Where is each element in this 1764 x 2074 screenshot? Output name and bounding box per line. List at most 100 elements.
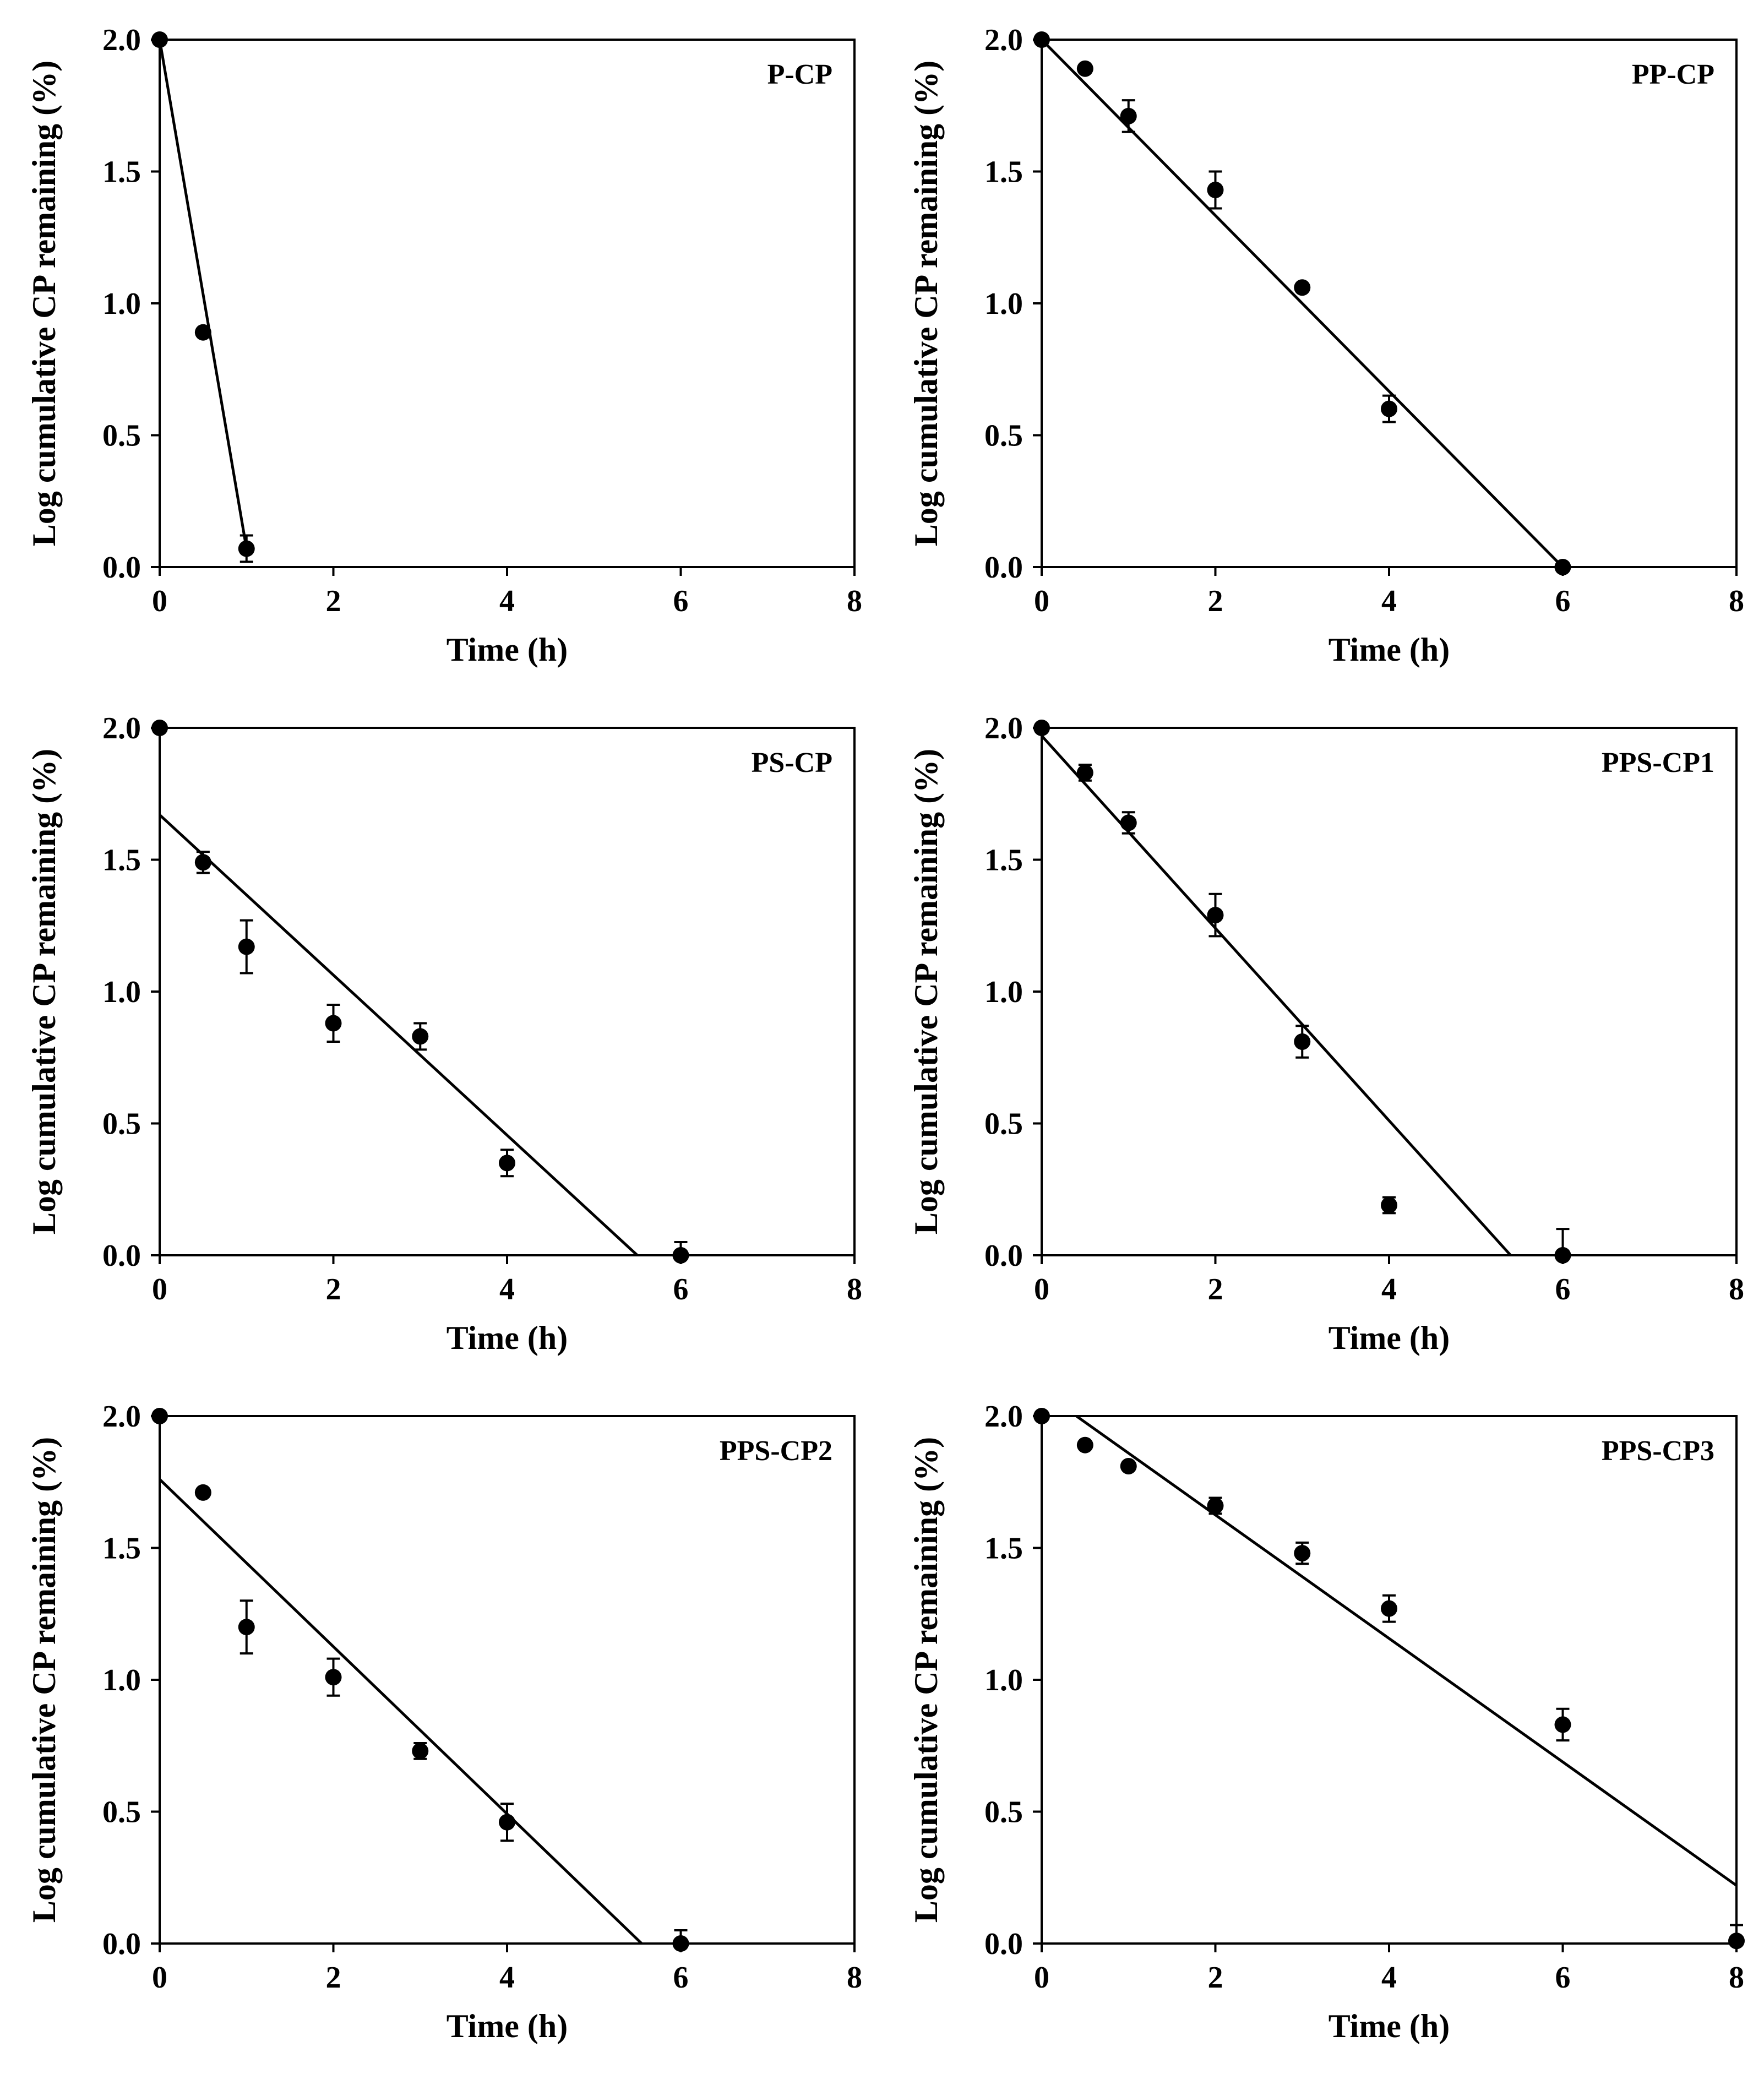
y-tick-label: 0.0	[102, 1239, 141, 1273]
y-tick-label: 0.5	[984, 1795, 1023, 1830]
y-tick-label: 1.0	[102, 287, 141, 321]
data-point	[1554, 1716, 1571, 1733]
x-tick-label: 8	[847, 584, 862, 618]
x-tick-label: 6	[1555, 1272, 1571, 1307]
x-tick-label: 0	[152, 584, 167, 618]
y-tick-label: 0.0	[102, 1927, 141, 1961]
fit-line	[158, 39, 248, 549]
x-tick-label: 8	[847, 1961, 862, 1995]
y-tick-label: 1.0	[102, 1663, 141, 1697]
plot-frame	[1041, 727, 1738, 1256]
x-tick-label: 4	[1381, 1961, 1397, 1995]
data-point	[1076, 764, 1093, 781]
data-point	[194, 324, 211, 341]
x-tick-label: 2	[326, 584, 341, 618]
data-point	[238, 540, 255, 557]
chart-svg: 0 2 4 6 8 0.0 0.5 1.0 1.5 2.0 Time (h) Log cumulati…	[908, 1400, 1745, 2044]
data-point	[1207, 182, 1224, 199]
x-tick-label: 4	[1381, 584, 1397, 618]
fit-line	[1041, 734, 1512, 1256]
y-tick-label: 2.0	[984, 23, 1023, 57]
x-tick-label: 2	[1208, 1272, 1223, 1307]
data-point	[1120, 814, 1137, 831]
chart-panel-p-cp: 0 2 4 6 8 0.0 0.5 1.0 1.5 2.0 Time (h) Log cumulati…	[0, 0, 882, 688]
plot-frame	[1041, 39, 1738, 568]
fit-line	[159, 1478, 643, 1945]
data-point	[1294, 1033, 1311, 1050]
data-point	[1033, 1408, 1050, 1424]
y-axis-title: Log cumulative CP remaining (%)	[908, 749, 944, 1234]
x-axis-title: Time (h)	[447, 1320, 568, 1356]
data-point	[1120, 107, 1137, 124]
data-point	[1033, 31, 1050, 48]
data-point	[151, 31, 168, 48]
chart-panel-pps-cp3: 0 2 4 6 8 0.0 0.5 1.0 1.5 2.0 Time (h) Log cumulati…	[882, 1376, 1764, 2071]
chart-svg: 0 2 4 6 8 0.0 0.5 1.0 1.5 2.0 Time (h) Log cumulati…	[26, 23, 862, 668]
data-point	[1381, 1196, 1397, 1213]
x-axis-title: Time (h)	[1329, 632, 1450, 668]
x-tick-label: 0	[1034, 584, 1049, 618]
x-tick-label: 2	[1208, 1961, 1223, 1995]
panel-title: PPS-CP1	[1602, 747, 1714, 779]
y-tick-label: 1.5	[984, 1532, 1023, 1566]
y-tick-label: 0.0	[984, 551, 1023, 585]
x-tick-label: 0	[1034, 1961, 1049, 1995]
y-tick-label: 1.5	[102, 155, 141, 189]
y-tick-label: 1.0	[102, 975, 141, 1009]
panel-title: PPS-CP3	[1602, 1435, 1714, 1467]
chart-panel-pp-cp: 0 2 4 6 8 0.0 0.5 1.0 1.5 2.0 Time (h) Log cumulati…	[882, 0, 1764, 688]
fit-line	[1041, 39, 1564, 568]
data-point	[1120, 1458, 1137, 1475]
data-point	[412, 1743, 429, 1760]
y-tick-label: 1.0	[984, 1663, 1023, 1697]
x-tick-label: 4	[499, 1272, 515, 1307]
chart-svg: 0 2 4 6 8 0.0 0.5 1.0 1.5 2.0 Time (h) Log cumulati…	[26, 1400, 862, 2044]
y-tick-label: 0.0	[984, 1927, 1023, 1961]
data-point	[1381, 400, 1397, 417]
data-point	[194, 1484, 211, 1501]
y-tick-label: 1.5	[102, 1532, 141, 1566]
plot-frame	[159, 1415, 856, 1945]
x-axis-title: Time (h)	[1329, 1320, 1450, 1356]
chart-panel-ps-cp: 0 2 4 6 8 0.0 0.5 1.0 1.5 2.0 Time (h) Log cumulati…	[0, 688, 882, 1376]
x-axis-title: Time (h)	[447, 2008, 568, 2044]
data-point	[1554, 559, 1571, 575]
y-tick-label: 2.0	[102, 711, 141, 745]
x-tick-label: 6	[1555, 584, 1571, 618]
data-point	[672, 1247, 689, 1264]
y-axis-title: Log cumulative CP remaining (%)	[908, 1437, 944, 1923]
x-tick-label: 6	[673, 1272, 689, 1307]
y-tick-label: 2.0	[102, 1400, 141, 1434]
panel-title: PP-CP	[1632, 59, 1714, 90]
data-point	[1381, 1600, 1397, 1617]
y-axis-title: Log cumulative CP remaining (%)	[26, 1437, 62, 1923]
data-point	[238, 938, 255, 955]
fit-line	[1075, 1414, 1738, 1887]
y-tick-label: 1.5	[102, 843, 141, 878]
data-point	[1554, 1247, 1571, 1264]
y-tick-label: 0.0	[102, 551, 141, 585]
y-tick-label: 0.5	[984, 1107, 1023, 1141]
x-tick-label: 2	[326, 1272, 341, 1307]
x-tick-label: 8	[1729, 1272, 1744, 1307]
y-tick-label: 1.5	[984, 155, 1023, 189]
y-tick-label: 1.0	[984, 975, 1023, 1009]
y-tick-label: 1.0	[984, 287, 1023, 321]
plot-frame	[1041, 1415, 1738, 1945]
panel-title: PPS-CP2	[720, 1435, 832, 1467]
fit-line	[159, 814, 639, 1256]
data-point	[1728, 1933, 1745, 1950]
y-axis-title: Log cumulative CP remaining (%)	[26, 61, 62, 546]
data-point	[151, 1408, 168, 1424]
panel-title: P-CP	[767, 59, 832, 90]
data-point	[1294, 279, 1311, 296]
data-point	[499, 1155, 515, 1172]
x-tick-label: 2	[1208, 584, 1223, 618]
x-tick-label: 0	[1034, 1272, 1049, 1307]
y-tick-label: 0.0	[984, 1239, 1023, 1273]
chart-svg: 0 2 4 6 8 0.0 0.5 1.0 1.5 2.0 Time (h) Log cumulati…	[908, 23, 1744, 668]
data-point	[151, 720, 168, 736]
x-axis-title: Time (h)	[1329, 2008, 1450, 2044]
y-tick-label: 0.5	[102, 1107, 141, 1141]
x-tick-label: 6	[1555, 1961, 1571, 1995]
